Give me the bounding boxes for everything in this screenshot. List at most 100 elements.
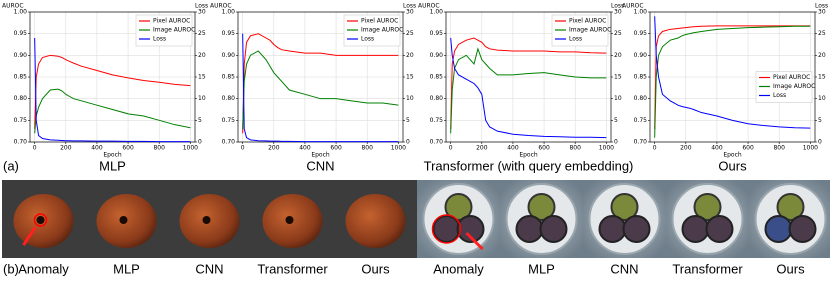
x-tick-label: 800 <box>153 145 165 152</box>
y2-tick-label: 25 <box>614 30 622 37</box>
series-line <box>242 33 399 143</box>
series-line <box>242 33 399 134</box>
legend-label: Image AUROC <box>773 83 815 90</box>
x-tick-label: 600 <box>122 145 134 152</box>
legend-label: Image AUROC <box>569 27 611 34</box>
chart-title: MLP <box>99 158 126 173</box>
y-tick-label: 0.90 <box>14 52 28 59</box>
legend-label: Pixel AUROC <box>773 74 810 81</box>
cable-core <box>515 215 544 243</box>
cable-core <box>705 215 734 243</box>
y2-tick-label: 20 <box>406 52 414 59</box>
y2-tick-label: 25 <box>198 30 206 37</box>
arrow <box>22 226 37 246</box>
cable-core <box>693 193 722 221</box>
x-axis-label: Epoch <box>723 152 742 159</box>
image-label: Anomaly <box>18 261 69 276</box>
series-line <box>34 54 191 130</box>
cable-core <box>539 215 568 243</box>
series-line <box>450 47 607 134</box>
y2-tick-label: 20 <box>198 52 206 59</box>
y-tick-label: 0.80 <box>430 95 444 102</box>
y2-tick-label: 15 <box>198 74 206 81</box>
y-tick-label: 0.80 <box>222 95 236 102</box>
series-line <box>450 37 607 130</box>
y2-tick-label: 0 <box>614 139 618 146</box>
legend-label: Image AUROC <box>361 27 403 34</box>
y2-tick-label: 10 <box>406 95 414 102</box>
y2-tick-label: 15 <box>406 74 414 81</box>
x-tick-label: 800 <box>361 145 373 152</box>
y-tick-label: 0.70 <box>222 139 236 146</box>
y2-tick-label: 5 <box>198 117 202 124</box>
legend-label: Loss <box>569 36 582 43</box>
x-tick-label: 1000 <box>391 145 406 152</box>
hole <box>119 216 128 224</box>
chart: 0.700.750.800.850.900.951.000 200 400 600 80… <box>418 3 633 174</box>
image-row <box>2 180 830 258</box>
y2-tick-label: 10 <box>818 95 826 102</box>
x-tick-label: 800 <box>773 145 785 152</box>
y2-tick-label: 30 <box>406 9 414 16</box>
x-axis-label: Epoch <box>103 152 122 159</box>
x-tick-label: 400 <box>507 145 519 152</box>
y-tick-label: 1.00 <box>222 9 236 16</box>
x-tick-label: 600 <box>330 145 342 152</box>
image-label: CNN <box>195 261 223 276</box>
legend-label: Loss <box>361 36 374 43</box>
x-tick-label: 200 <box>60 145 72 152</box>
anomaly-outline <box>33 213 48 227</box>
series-line <box>654 25 811 138</box>
panel-label: (b) <box>3 261 19 276</box>
image-label: Ours <box>361 261 390 276</box>
y-tick-label: 0.70 <box>634 139 648 146</box>
y2-tick-label: 0 <box>406 139 410 146</box>
y-tick-label: 0.95 <box>14 30 28 37</box>
y2-tick-label: 0 <box>198 139 202 146</box>
x-tick-label: 200 <box>476 145 488 152</box>
y2-tick-label: 25 <box>818 30 826 37</box>
y-tick-label: 0.95 <box>430 30 444 37</box>
y2-tick-label: 30 <box>198 9 206 16</box>
cable-core <box>764 215 793 243</box>
plot-frame <box>29 11 196 143</box>
x-axis-label: Epoch <box>311 152 330 159</box>
y-axis-label: AUROC <box>622 3 644 10</box>
y2-axis-label: Loss <box>403 3 416 10</box>
x-tick-label: 200 <box>680 145 692 152</box>
chart-title: Ours <box>718 158 747 173</box>
legend-label: Pixel AUROC <box>153 18 190 25</box>
cable-core <box>598 215 627 243</box>
series-line <box>450 37 607 139</box>
cable-core <box>610 193 639 221</box>
y-tick-label: 0.75 <box>14 117 28 124</box>
arrow <box>465 231 484 251</box>
legend-label: Loss <box>773 92 786 99</box>
cable-core <box>444 193 473 221</box>
y-tick-label: 0.90 <box>634 52 648 59</box>
y2-tick-label: 5 <box>406 117 410 124</box>
y2-tick-label: 15 <box>818 74 826 81</box>
cable-core <box>622 215 651 243</box>
y-tick-label: 0.70 <box>14 139 28 146</box>
y-axis-label: AUROC <box>418 3 440 10</box>
x-tick-label: 800 <box>569 145 581 152</box>
y-tick-label: 0.70 <box>430 139 444 146</box>
chart: 0.700.750.800.850.900.951.000 200 400 600 80… <box>622 3 828 174</box>
x-tick-label: 1000 <box>183 145 198 152</box>
hole <box>202 216 211 224</box>
image-label: MLP <box>528 261 555 276</box>
y2-tick-label: 20 <box>818 52 826 59</box>
x-tick-label: 0 <box>33 145 37 152</box>
y-tick-label: 1.00 <box>430 9 444 16</box>
cable-core <box>456 215 485 243</box>
chart-title: Transformer (with query embedding) <box>424 158 634 173</box>
x-tick-label: 1000 <box>599 145 614 152</box>
y-tick-label: 0.90 <box>222 52 236 59</box>
y-tick-label: 0.95 <box>222 30 236 37</box>
y-tick-label: 0.90 <box>430 52 444 59</box>
cable-core <box>681 215 710 243</box>
y2-tick-label: 10 <box>614 95 622 102</box>
chart-title: CNN <box>306 158 334 173</box>
plot-frame <box>649 11 816 143</box>
